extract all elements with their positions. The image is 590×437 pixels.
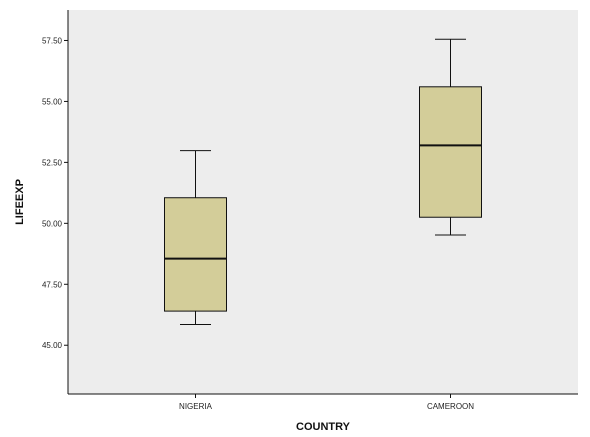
x-axis: NIGERIA CAMEROON bbox=[68, 393, 578, 411]
y-tick-label: 55.00 bbox=[42, 97, 63, 106]
y-tick-label: 50.00 bbox=[42, 219, 63, 228]
plot-area bbox=[68, 10, 578, 394]
y-tick-label: 45.00 bbox=[42, 341, 63, 350]
box-nigeria bbox=[164, 150, 227, 326]
y-tick-label: 52.50 bbox=[42, 158, 63, 167]
y-axis: 45.00 47.50 50.00 52.50 55.00 57.50 bbox=[42, 10, 69, 394]
iqr-box bbox=[419, 86, 482, 218]
x-axis-title: COUNTRY bbox=[296, 421, 351, 432]
x-tick-label: NIGERIA bbox=[179, 402, 213, 411]
y-tick-label: 57.50 bbox=[42, 36, 63, 45]
x-tick-label: CAMEROON bbox=[427, 402, 474, 411]
y-tick-label: 47.50 bbox=[42, 280, 63, 289]
iqr-box bbox=[164, 197, 227, 312]
y-axis-title: LIFEEXP bbox=[14, 179, 26, 225]
boxes bbox=[164, 38, 482, 326]
box-cameroon bbox=[419, 38, 482, 236]
